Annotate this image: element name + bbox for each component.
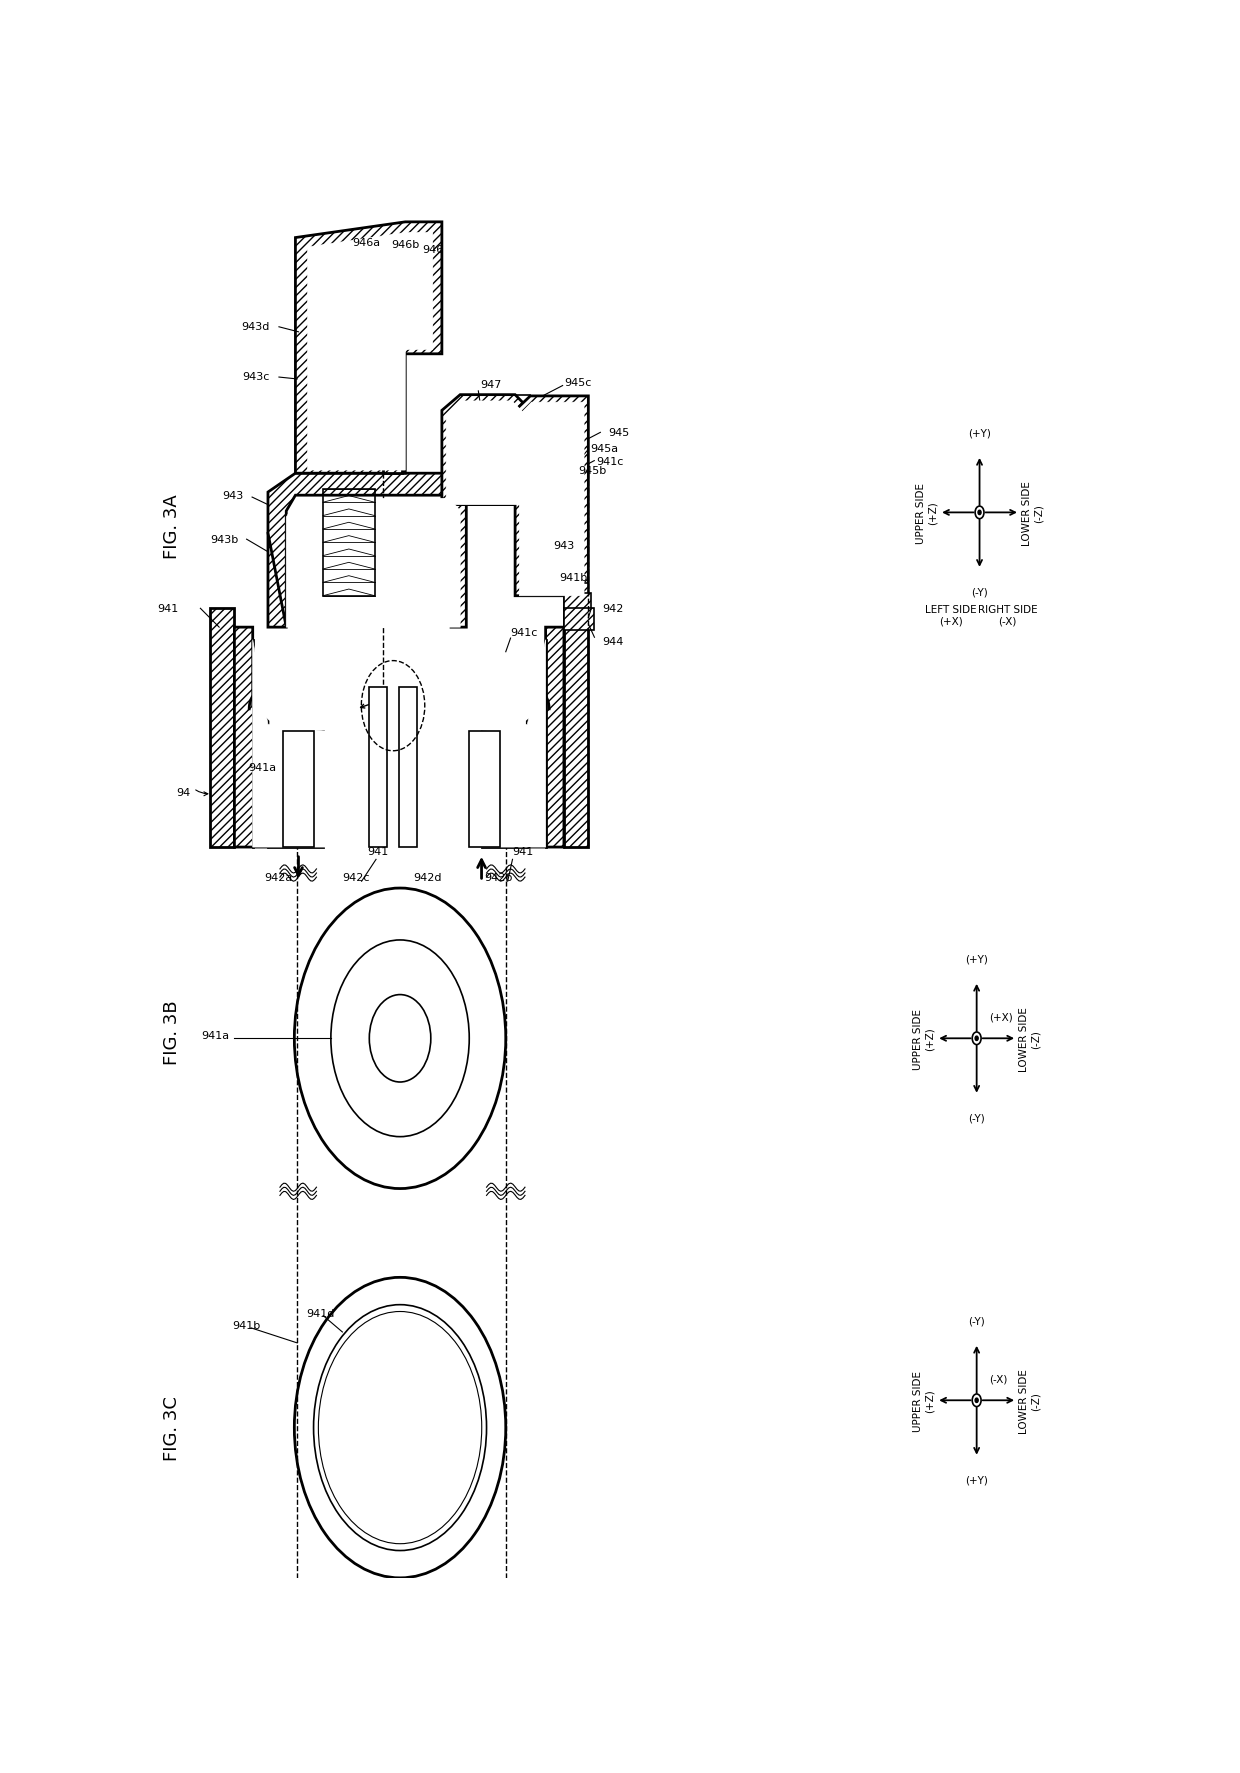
Text: UPPER SIDE
(+Z): UPPER SIDE (+Z): [915, 482, 937, 544]
Text: 941c: 941c: [511, 628, 538, 638]
Text: (-Y): (-Y): [968, 1316, 985, 1326]
Polygon shape: [399, 688, 418, 847]
Polygon shape: [295, 223, 441, 473]
Text: 941b: 941b: [559, 573, 588, 583]
Text: 942c: 942c: [342, 872, 370, 883]
Text: 941a: 941a: [248, 762, 277, 773]
Polygon shape: [234, 628, 268, 847]
Text: 946b: 946b: [392, 239, 419, 250]
Text: 941: 941: [367, 846, 388, 856]
Text: LEFT SIDE
(+X): LEFT SIDE (+X): [925, 605, 977, 626]
Circle shape: [975, 1399, 978, 1402]
Circle shape: [978, 511, 981, 516]
Text: 945: 945: [609, 427, 630, 438]
Polygon shape: [397, 266, 409, 298]
Text: 943b: 943b: [211, 535, 239, 544]
Text: 943c: 943c: [242, 372, 269, 381]
Polygon shape: [268, 732, 322, 847]
Text: 943: 943: [222, 491, 243, 502]
Polygon shape: [527, 628, 564, 847]
Text: 942d: 942d: [413, 872, 441, 883]
Text: UPPER SIDE
(+Z): UPPER SIDE (+Z): [913, 1371, 934, 1431]
Polygon shape: [383, 298, 402, 473]
Text: 945a: 945a: [590, 443, 619, 454]
Text: (+X): (+X): [988, 1012, 1013, 1021]
Text: (+Y): (+Y): [965, 954, 988, 965]
Text: 942b: 942b: [485, 872, 513, 883]
Text: FIG. 3B: FIG. 3B: [164, 1000, 181, 1064]
Polygon shape: [520, 402, 584, 596]
Text: 945c: 945c: [564, 378, 591, 387]
Text: FIG. 3A: FIG. 3A: [164, 495, 181, 558]
Circle shape: [975, 1037, 978, 1041]
Text: 946: 946: [423, 245, 444, 255]
Text: (-Y): (-Y): [971, 587, 988, 598]
Text: 942: 942: [603, 605, 624, 613]
Polygon shape: [286, 498, 460, 628]
Text: (+Y): (+Y): [968, 429, 991, 438]
Text: 946a: 946a: [352, 238, 381, 248]
Text: 942a: 942a: [264, 872, 293, 883]
Polygon shape: [283, 732, 314, 847]
Polygon shape: [373, 266, 384, 298]
Polygon shape: [481, 732, 527, 847]
Text: (-X): (-X): [988, 1374, 1007, 1383]
Polygon shape: [268, 473, 466, 628]
Text: 941a: 941a: [201, 1030, 229, 1041]
Polygon shape: [446, 402, 522, 505]
Text: 947: 947: [480, 379, 502, 390]
Polygon shape: [368, 266, 414, 310]
Text: LOWER SIDE
(-Z): LOWER SIDE (-Z): [1019, 1369, 1040, 1433]
Text: UPPER SIDE
(+Z): UPPER SIDE (+Z): [913, 1009, 934, 1069]
Polygon shape: [564, 583, 588, 628]
Polygon shape: [564, 608, 588, 847]
Polygon shape: [368, 688, 387, 847]
Polygon shape: [470, 732, 500, 847]
Text: (-Y): (-Y): [968, 1113, 985, 1124]
Polygon shape: [268, 518, 286, 628]
Polygon shape: [564, 594, 591, 628]
Text: 941b: 941b: [232, 1321, 260, 1330]
Text: 941d: 941d: [306, 1308, 335, 1317]
Text: 945b: 945b: [578, 466, 606, 475]
Text: (+Y): (+Y): [965, 1475, 988, 1486]
Text: 94: 94: [176, 787, 191, 798]
Text: FIG. 3C: FIG. 3C: [164, 1395, 181, 1461]
Text: LOWER SIDE
(-Z): LOWER SIDE (-Z): [1019, 1007, 1040, 1071]
Polygon shape: [308, 234, 433, 472]
Polygon shape: [210, 608, 234, 847]
Text: 943: 943: [553, 541, 574, 551]
Polygon shape: [441, 395, 527, 505]
Polygon shape: [515, 397, 588, 596]
Text: LOWER SIDE
(-Z): LOWER SIDE (-Z): [1022, 480, 1044, 546]
Text: 943d: 943d: [241, 321, 269, 332]
Text: RIGHT SIDE
(-X): RIGHT SIDE (-X): [978, 605, 1038, 626]
Polygon shape: [564, 608, 594, 631]
Polygon shape: [253, 640, 546, 847]
Text: 941: 941: [512, 846, 533, 856]
Text: 941c: 941c: [596, 456, 624, 466]
Text: 941: 941: [157, 605, 179, 613]
Text: 944: 944: [603, 637, 624, 647]
